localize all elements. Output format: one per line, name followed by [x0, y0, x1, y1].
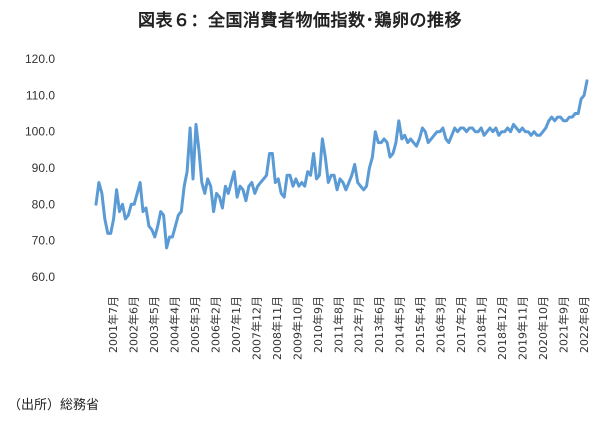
chart-title: 図表６：全国消費者物価指数･鶏卵の推移 — [138, 11, 462, 31]
x-tick-label: 2013年6月 — [372, 296, 386, 353]
x-tick-label: 2019年11月 — [516, 296, 530, 360]
x-tick-label: 2021年9月 — [557, 296, 571, 353]
x-tick-label: 2006年2月 — [208, 296, 222, 353]
x-tick-label: 2018年1月 — [475, 296, 489, 353]
x-tick-label: 2005年3月 — [188, 296, 202, 353]
x-tick-label: 2011年8月 — [331, 296, 345, 353]
x-tick-label: 2007年1月 — [229, 296, 243, 353]
y-tick-label: 80.0 — [32, 197, 56, 211]
line-chart: 120.0 110.0 100.0 90.0 80.0 70.0 60.0 2001年7月 20… — [25, 52, 591, 360]
x-tick-label: 2022年8月 — [577, 296, 591, 353]
y-tick-label: 90.0 — [32, 161, 56, 175]
x-tick-label: 2014年5月 — [393, 296, 407, 353]
x-tick-label: 2017年2月 — [454, 296, 468, 353]
series-line — [94, 79, 589, 250]
source-note: （出所）総務省 — [8, 398, 100, 413]
x-tick-label: 2003年5月 — [147, 296, 161, 353]
x-tick-label: 2012年7月 — [352, 296, 366, 353]
y-tick-label: 100.0 — [25, 125, 55, 139]
x-tick-label: 2020年10月 — [536, 296, 550, 360]
x-tick-label: 2016年3月 — [434, 296, 448, 353]
x-tick-label: 2001年7月 — [106, 296, 120, 353]
y-tick-label: 60.0 — [32, 270, 56, 284]
x-tick-label: 2010年9月 — [311, 296, 325, 353]
x-tick-label: 2002年6月 — [126, 296, 140, 353]
y-tick-label: 70.0 — [32, 234, 56, 248]
x-tick-label: 2009年10月 — [290, 296, 304, 360]
x-tick-label: 2008年11月 — [270, 296, 284, 360]
x-tick-label: 2018年12月 — [495, 296, 509, 360]
x-tick-label: 2004年4月 — [167, 296, 181, 353]
x-tick-label: 2007年12月 — [249, 296, 263, 360]
y-tick-label: 120.0 — [25, 52, 55, 66]
x-tick-label: 2015年4月 — [413, 296, 427, 353]
y-tick-label: 110.0 — [26, 88, 55, 102]
